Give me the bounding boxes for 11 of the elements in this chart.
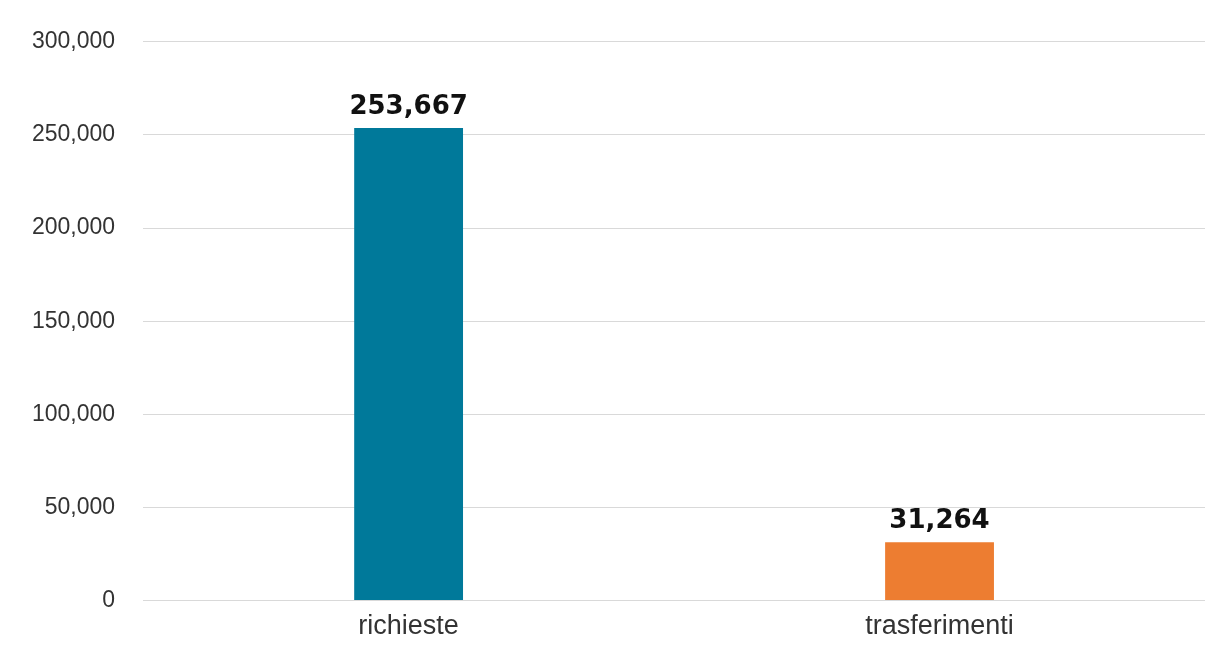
x-tick-label: richieste xyxy=(358,610,459,641)
y-tick-label: 100,000 xyxy=(32,399,116,426)
x-tick-label: trasferimenti xyxy=(865,610,1014,641)
y-tick-label: 300,000 xyxy=(32,27,116,54)
data-label: 31,264 xyxy=(889,504,990,535)
data-label: 253,667 xyxy=(349,89,468,120)
y-tick-label: 0 xyxy=(102,585,116,612)
y-tick-label: 250,000 xyxy=(32,120,116,147)
y-tick-label: 50,000 xyxy=(44,492,116,519)
y-tick-label: 200,000 xyxy=(32,213,116,240)
y-tick-label: 150,000 xyxy=(32,306,116,333)
